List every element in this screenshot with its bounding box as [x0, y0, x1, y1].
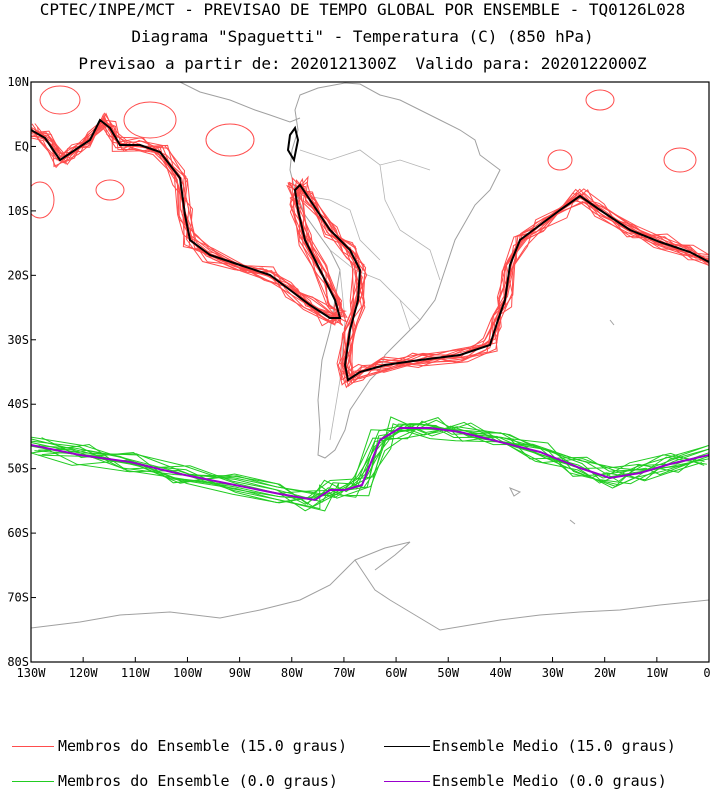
lon-label: 120W: [69, 666, 99, 680]
islands: [508, 319, 615, 525]
legend-mean-0: Ensemble Medio (0.0 graus): [432, 772, 667, 790]
plot-frame: [30, 81, 710, 663]
ensemble-member-15c-cell: [39, 85, 81, 115]
ensemble-member-0c-line: [41, 423, 701, 497]
ensemble-mean-0c: [31, 427, 709, 502]
ensemble-member-15c-line: [32, 112, 709, 387]
axis-ticks: [30, 81, 710, 663]
lon-label: 20W: [594, 666, 616, 680]
lat-label: 50S: [7, 462, 29, 476]
ensemble-mean-15c: [31, 118, 709, 382]
lat-label: 70S: [7, 591, 29, 605]
antarctica-coastline: [31, 559, 709, 631]
longitude-labels: 130W 120W 110W 100W 90W 80W 70W 60W 50W 40W 30W 20W…: [17, 666, 711, 680]
ensemble-member-15c-line: [34, 112, 709, 381]
legend-swatch-mean-15: [384, 746, 430, 747]
ensemble-member-15c-cell: [663, 147, 697, 173]
ensemble-members-15c: [31, 85, 709, 389]
legend-swatch-members-0: [12, 781, 54, 782]
ensemble-member-15c-cell: [123, 101, 177, 139]
map-plot-area: [31, 82, 709, 631]
ensemble-member-15c-line: [31, 123, 709, 386]
ensemble-member-15c-cell: [31, 181, 55, 219]
lon-label: 10W: [646, 666, 668, 680]
ensemble-mean-15c-closed: [286, 125, 300, 163]
ensemble-member-0c-line: [31, 423, 707, 505]
legend-members-15: Membros do Ensemble (15.0 graus): [58, 737, 347, 755]
lat-label: 20S: [7, 268, 29, 282]
antarctic-peninsula: [354, 541, 411, 571]
lon-label: 80W: [281, 666, 303, 680]
legend-swatch-members-15: [12, 746, 54, 747]
lat-label: 40S: [7, 397, 29, 411]
lon-label: 50W: [437, 666, 459, 680]
ensemble-member-15c-line: [36, 119, 709, 385]
lat-label: 80S: [7, 655, 29, 669]
lon-label: 0: [703, 666, 710, 680]
ensemble-member-15c-line: [31, 117, 709, 383]
ensemble-member-0c-line: [31, 420, 709, 508]
title-line-1: CPTEC/INPE/MCT - PREVISAO DE TEMPO GLOBA…: [39, 0, 686, 19]
ensemble-member-0c-line: [31, 429, 702, 504]
ensemble-member-15c-line: [31, 123, 709, 380]
latitude-labels: 10N EQ 10S 20S 30S 40S 50S 60S 70S 80S: [7, 75, 29, 669]
ensemble-member-15c-line: [31, 125, 709, 389]
lon-label: 60W: [385, 666, 407, 680]
lon-label: 110W: [121, 666, 151, 680]
legend-swatch-mean-0: [384, 781, 430, 782]
ensemble-member-15c-cell: [205, 123, 255, 157]
lon-label: 90W: [229, 666, 251, 680]
lat-label: EQ: [15, 139, 29, 153]
ensemble-member-15c-line: [31, 116, 709, 377]
lat-label: 10S: [7, 204, 29, 218]
lon-label: 70W: [333, 666, 355, 680]
ensemble-member-0c-line: [37, 428, 703, 512]
lon-label: 130W: [17, 666, 47, 680]
ensemble-member-15c-cell: [95, 179, 125, 201]
legend-mean-15: Ensemble Medio (15.0 graus): [432, 737, 676, 755]
legend-members-0: Membros do Ensemble (0.0 graus): [58, 772, 338, 790]
lon-label: 40W: [490, 666, 512, 680]
ensemble-member-15c-line: [31, 122, 709, 384]
lon-label: 100W: [173, 666, 203, 680]
title-line-3: Previsao a partir de: 2020121300Z Valido…: [78, 54, 647, 73]
country-borders: [299, 149, 441, 441]
lat-label: 60S: [7, 526, 29, 540]
ensemble-member-15c-line: [31, 121, 709, 377]
ensemble-member-15c-cell: [585, 89, 615, 111]
ensemble-member-15c-cell: [547, 149, 573, 171]
central-america-coastline: [179, 82, 301, 123]
ensemble-member-15c-line: [34, 119, 709, 375]
lat-label: 10N: [7, 75, 29, 89]
title-line-2: Diagrama "Spaguetti" - Temperatura (C) (…: [131, 27, 594, 46]
ensemble-member-15c-line: [37, 124, 709, 379]
lon-label: 30W: [542, 666, 564, 680]
ensemble-member-15c-line: [31, 113, 709, 380]
ensemble-member-15c-line: [31, 114, 702, 384]
lat-label: 30S: [7, 333, 29, 347]
ensemble-member-0c-line: [31, 421, 700, 503]
